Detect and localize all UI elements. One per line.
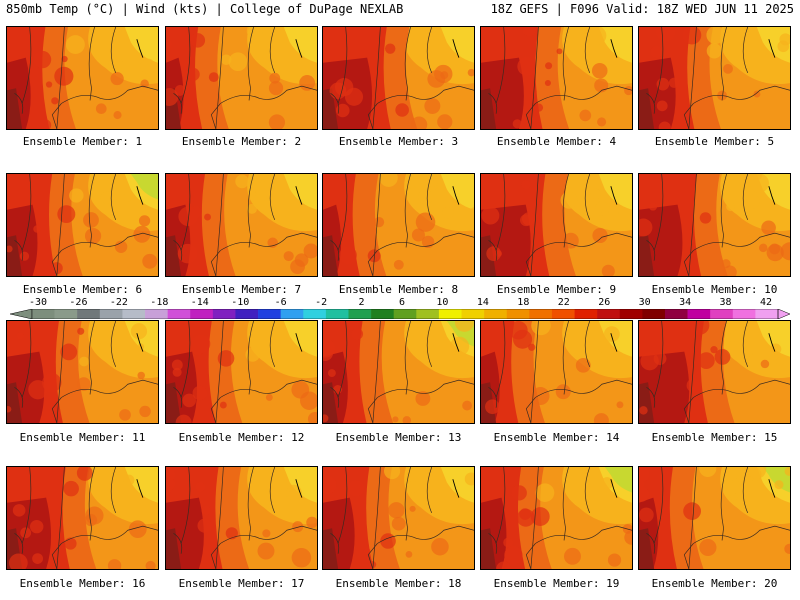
ensemble-member-label: Ensemble Member: 12 bbox=[178, 431, 305, 444]
colorbar-segment bbox=[529, 309, 553, 319]
ensemble-member-label: Ensemble Member: 19 bbox=[493, 577, 620, 590]
colorbar-tick-label: -26 bbox=[69, 297, 88, 308]
ensemble-member-map bbox=[165, 466, 318, 570]
ensemble-member-map bbox=[638, 466, 791, 570]
colorbar-segment bbox=[122, 309, 146, 319]
colorbar-segment bbox=[190, 309, 214, 319]
ensemble-member-label: Ensemble Member: 9 bbox=[496, 283, 617, 296]
ensemble-member-map bbox=[638, 320, 791, 424]
colorbar-tick-label: 38 bbox=[719, 297, 732, 308]
colorbar-tick-label: 2 bbox=[358, 297, 365, 308]
colorbar-tick-label: -6 bbox=[274, 297, 287, 308]
colorbar-segment bbox=[642, 309, 666, 319]
colorbar-tick-label: 18 bbox=[517, 297, 530, 308]
colorbar-tick-label: -10 bbox=[231, 297, 250, 308]
ensemble-member-label: Ensemble Member: 13 bbox=[335, 431, 462, 444]
colorbar-segment bbox=[506, 309, 530, 319]
colorbar-segment bbox=[619, 309, 643, 319]
colorbar-tick-label: 42 bbox=[759, 297, 773, 308]
colorbar-tick-label: 14 bbox=[476, 297, 489, 308]
colorbar-segment bbox=[664, 309, 688, 319]
colorbar-segment bbox=[99, 309, 123, 319]
colorbar-segment bbox=[235, 309, 259, 319]
temperature-colorbar bbox=[10, 309, 790, 319]
colorbar-tick-label: -2 bbox=[315, 297, 328, 308]
colorbar-segment bbox=[280, 309, 304, 319]
colorbar-tick-label: 10 bbox=[436, 297, 449, 308]
colorbar-left-arrow bbox=[10, 309, 33, 319]
ensemble-member-map bbox=[480, 173, 633, 277]
ensemble-member-map bbox=[480, 26, 633, 130]
ensemble-member-map bbox=[322, 173, 475, 277]
ensemble-member-label: Ensemble Member: 16 bbox=[19, 577, 146, 590]
ensemble-member-map bbox=[322, 466, 475, 570]
colorbar-segment bbox=[461, 309, 485, 319]
colorbar-segment bbox=[732, 309, 756, 319]
colorbar-segment bbox=[32, 309, 55, 319]
colorbar-segment bbox=[551, 309, 575, 319]
model-run-info: 18Z GEFS | F096 Valid: 18Z WED JUN 11 20… bbox=[490, 2, 794, 16]
ensemble-member-label: Ensemble Member: 15 bbox=[651, 431, 778, 444]
colorbar-segment bbox=[574, 309, 598, 319]
ensemble-member-map bbox=[6, 173, 159, 277]
ensemble-member-map bbox=[165, 173, 318, 277]
colorbar-segment bbox=[393, 309, 417, 319]
colorbar-segment bbox=[145, 309, 168, 319]
colorbar-segment bbox=[484, 309, 508, 319]
colorbar-segment bbox=[258, 309, 281, 319]
ensemble-member-map bbox=[480, 320, 633, 424]
colorbar-segment bbox=[755, 309, 779, 319]
ensemble-member-map bbox=[6, 26, 159, 130]
ensemble-member-label: Ensemble Member: 10 bbox=[651, 283, 778, 296]
ensemble-member-label: Ensemble Member: 6 bbox=[22, 283, 143, 296]
ensemble-member-label: Ensemble Member: 8 bbox=[338, 283, 459, 296]
colorbar-segment bbox=[167, 309, 191, 319]
colorbar-tick-label: -22 bbox=[109, 297, 128, 308]
ensemble-member-map bbox=[165, 320, 318, 424]
colorbar-segment bbox=[710, 309, 734, 319]
colorbar-tick-label: 30 bbox=[638, 297, 651, 308]
ensemble-member-map bbox=[165, 26, 318, 130]
colorbar-segment bbox=[597, 309, 621, 319]
colorbar-tick-label: 6 bbox=[398, 297, 406, 308]
map-title: 850mb Temp (°C) | Wind (kts) | College o… bbox=[6, 2, 404, 16]
ensemble-member-label: Ensemble Member: 17 bbox=[178, 577, 305, 590]
colorbar-segment bbox=[325, 309, 349, 319]
ensemble-member-label: Ensemble Member: 5 bbox=[654, 135, 775, 148]
colorbar-segment bbox=[77, 309, 101, 319]
ensemble-member-map bbox=[322, 320, 475, 424]
colorbar-segment bbox=[303, 309, 327, 319]
ensemble-member-label: Ensemble Member: 1 bbox=[22, 135, 143, 148]
colorbar-segment bbox=[687, 309, 711, 319]
colorbar-tick-label: -30 bbox=[28, 297, 48, 308]
colorbar-tick-label: 26 bbox=[598, 297, 611, 308]
ensemble-member-label: Ensemble Member: 14 bbox=[493, 431, 620, 444]
ensemble-member-map bbox=[322, 26, 475, 130]
colorbar-tick-label: -14 bbox=[190, 297, 209, 308]
ensemble-member-label: Ensemble Member: 11 bbox=[19, 431, 146, 444]
colorbar-tick-label: -18 bbox=[150, 297, 169, 308]
colorbar-tick-label: 34 bbox=[679, 297, 692, 308]
ensemble-member-map bbox=[638, 26, 791, 130]
colorbar-tick-label: 22 bbox=[557, 297, 570, 308]
colorbar-segment bbox=[416, 309, 440, 319]
colorbar-segment bbox=[54, 309, 78, 319]
colorbar-right-arrow bbox=[777, 309, 790, 319]
ensemble-member-label: Ensemble Member: 3 bbox=[338, 135, 459, 148]
ensemble-member-label: Ensemble Member: 4 bbox=[496, 135, 617, 148]
ensemble-member-map bbox=[638, 173, 791, 277]
ensemble-member-map bbox=[480, 466, 633, 570]
ensemble-member-map bbox=[6, 466, 159, 570]
ensemble-member-label: Ensemble Member: 20 bbox=[651, 577, 778, 590]
colorbar-segment bbox=[212, 309, 236, 319]
ensemble-member-label: Ensemble Member: 18 bbox=[335, 577, 462, 590]
colorbar-segment bbox=[348, 309, 372, 319]
ensemble-member-map bbox=[6, 320, 159, 424]
ensemble-member-label: Ensemble Member: 7 bbox=[181, 283, 302, 296]
ensemble-member-label: Ensemble Member: 2 bbox=[181, 135, 302, 148]
colorbar-segment bbox=[371, 309, 394, 319]
colorbar-segment bbox=[438, 309, 462, 319]
